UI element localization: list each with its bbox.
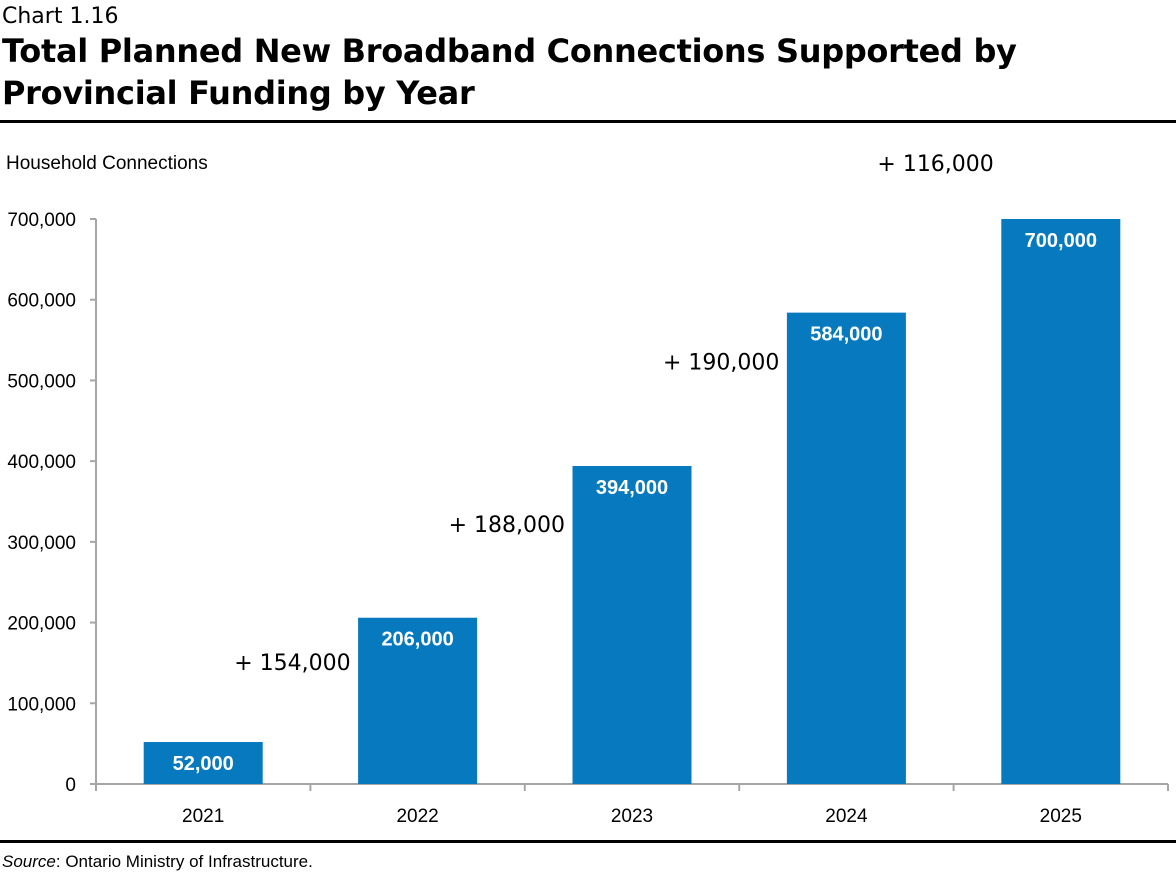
increment-label: + 116,000 <box>877 152 993 177</box>
y-tick-label: 400,000 <box>7 452 76 473</box>
y-tick-label: 500,000 <box>7 371 76 392</box>
y-tick-label: 600,000 <box>7 291 76 312</box>
y-tick-label: 0 <box>65 775 76 796</box>
x-tick-label: 2022 <box>396 806 438 827</box>
y-tick-label: 100,000 <box>7 694 76 715</box>
increment-label: + 190,000 <box>663 350 779 375</box>
bar-value-label: 52,000 <box>173 753 234 775</box>
title-divider <box>0 120 1176 123</box>
x-tick-label: 2024 <box>825 806 868 827</box>
chart-number: Chart 1.16 <box>2 4 119 29</box>
bar-2022 <box>358 617 478 784</box>
source-text: : Ontario Ministry of Infrastructure. <box>55 852 313 871</box>
bar-2024 <box>786 312 906 784</box>
footer-divider <box>0 840 1176 843</box>
source-note: Source: Ontario Ministry of Infrastructu… <box>2 852 313 872</box>
x-tick-label: 2025 <box>1040 806 1082 827</box>
increment-label: + 188,000 <box>449 513 565 538</box>
x-tick-label: 2021 <box>182 806 224 827</box>
increment-label: + 154,000 <box>234 651 350 676</box>
bar-value-label: 584,000 <box>810 324 882 346</box>
bar-value-label: 394,000 <box>596 477 668 499</box>
y-tick-label: 200,000 <box>7 614 76 635</box>
bar-2025 <box>1001 219 1121 784</box>
bar-2021 <box>143 742 263 784</box>
chart-title: Total Planned New Broadband Connections … <box>2 32 1017 112</box>
x-tick-label: 2023 <box>611 806 653 827</box>
bar-2023 <box>572 465 692 784</box>
source-label: Source <box>2 852 56 871</box>
bar-value-label: 700,000 <box>1025 230 1097 252</box>
y-tick-label: 700,000 <box>7 210 76 231</box>
y-axis-label: Household Connections <box>6 153 208 174</box>
y-tick-label: 300,000 <box>7 533 76 554</box>
bar-value-label: 206,000 <box>381 629 453 651</box>
